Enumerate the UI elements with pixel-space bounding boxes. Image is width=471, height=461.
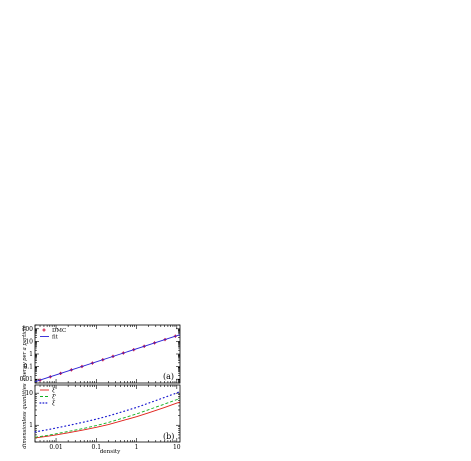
panel-a-ylabel: energy per a particle bbox=[22, 325, 28, 380]
plot-frame bbox=[34, 384, 181, 443]
x-tick-label: 1 bbox=[135, 444, 139, 451]
y-tick-label: 100 bbox=[22, 326, 34, 333]
legend-label: ξ bbox=[52, 388, 56, 394]
series-line-2 bbox=[34, 391, 181, 433]
legend-label: fit bbox=[52, 335, 59, 341]
panel-b-label: (b) bbox=[163, 432, 174, 441]
x-tick-label: 0.01 bbox=[49, 444, 62, 451]
legend-label: ξ' bbox=[52, 395, 57, 401]
panel-b-xlabel: density bbox=[100, 449, 121, 455]
series-line-0 bbox=[34, 401, 181, 439]
series-line-1 bbox=[34, 397, 181, 438]
x-tick-label: 0.1 bbox=[92, 444, 102, 451]
y-tick-label: 0.01 bbox=[20, 376, 33, 383]
y-tick-label: 1 bbox=[29, 351, 33, 358]
y-tick-label: 10 bbox=[25, 390, 33, 397]
legend-label: DMC bbox=[52, 328, 66, 334]
y-tick-label: 0.1 bbox=[23, 364, 33, 371]
y-tick-label: 1 bbox=[29, 422, 33, 429]
legend-label: ξ bbox=[52, 401, 56, 407]
x-tick-label: 10 bbox=[173, 444, 181, 451]
panel-b: 1 10 0.01 0.1 1 10 ξξ'ξ bbox=[25, 384, 181, 451]
series-line-1 bbox=[34, 334, 181, 383]
panel-a-label: (a) bbox=[163, 372, 174, 381]
y-tick-label: 10 bbox=[25, 338, 33, 345]
panel-b-ylabel: dimensionless quantities bbox=[22, 383, 28, 448]
